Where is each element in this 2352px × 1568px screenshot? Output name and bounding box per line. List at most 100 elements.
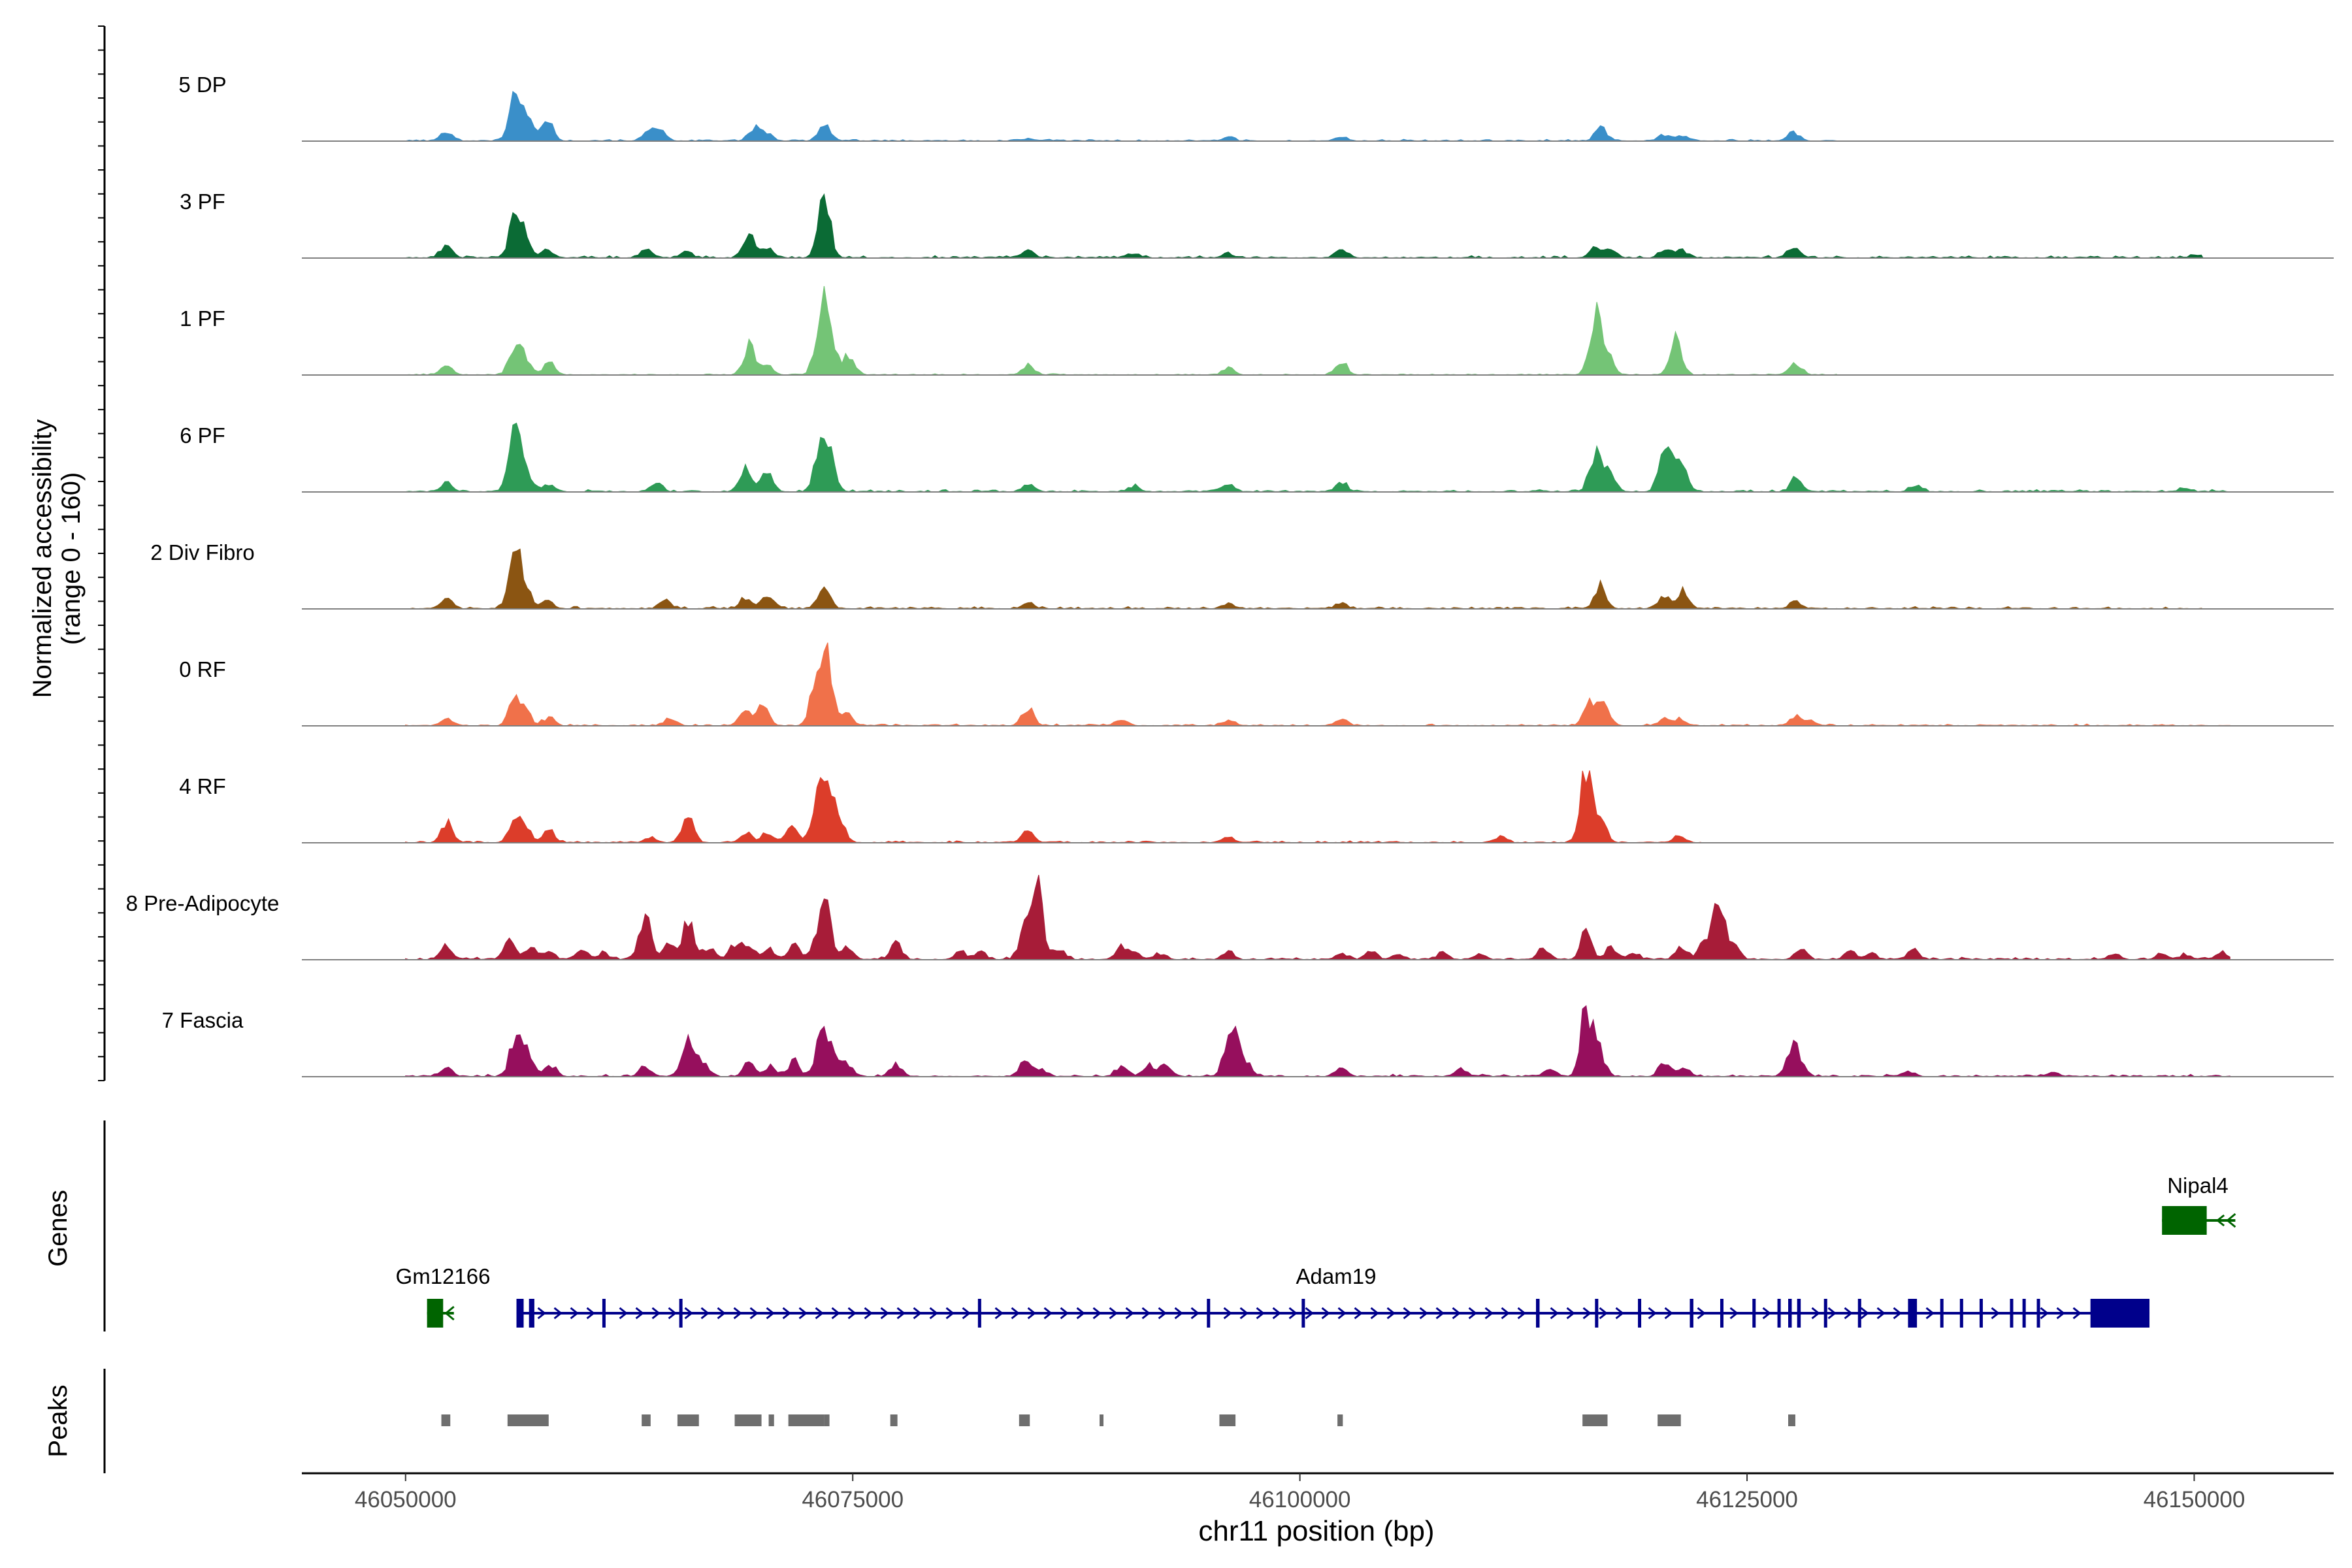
exon-block [1857, 1299, 1861, 1328]
strand-arrow [1762, 1307, 1771, 1320]
strand-arrow [1403, 1307, 1412, 1320]
strand-arrow [1109, 1307, 1118, 1320]
strand-arrow [749, 1307, 759, 1320]
strand-arrow [1860, 1307, 1869, 1320]
strand-arrow [1615, 1307, 1624, 1320]
peak-regions-track [441, 1414, 1795, 1426]
strand-arrow [766, 1307, 775, 1320]
strand-arrow [1354, 1307, 1363, 1320]
peak-region [1337, 1414, 1343, 1426]
exon-block [1595, 1299, 1599, 1328]
peak-region [507, 1414, 549, 1426]
strand-arrow [1435, 1307, 1445, 1320]
coverage-area [405, 91, 1837, 142]
strand-arrow [2215, 1214, 2225, 1227]
peak-region [824, 1414, 830, 1426]
x-axis-label: chr11 position (bp) [1198, 1515, 1434, 1547]
strand-arrow [444, 1305, 455, 1321]
exon-block [1823, 1299, 1827, 1328]
strand-arrow [1386, 1307, 1396, 1320]
exon-block [2022, 1299, 2026, 1328]
exon-block [1979, 1299, 1983, 1328]
x-tick-label: 46125000 [1696, 1487, 1798, 1512]
exon-block [1638, 1299, 1642, 1328]
peak-region [1100, 1414, 1104, 1426]
strand-arrow [1697, 1307, 1706, 1320]
coverage-track: 4 RF [179, 770, 2334, 843]
coverage-area [405, 875, 2230, 960]
strand-arrow [1158, 1307, 1167, 1320]
track-label: 7 Fascia [162, 1008, 244, 1032]
strand-arrow [1844, 1307, 1853, 1320]
strand-arrow [2040, 1307, 2049, 1320]
coverage-track: 2 Div Fibro [150, 540, 2334, 610]
gene-model: Nipal4 [2162, 1173, 2236, 1235]
strand-arrow [864, 1307, 873, 1320]
strand-arrow [1729, 1307, 1739, 1320]
strand-arrow [798, 1307, 808, 1320]
strand-arrow [1550, 1307, 1559, 1320]
exon-block [2090, 1299, 2150, 1328]
x-tick-label: 46100000 [1249, 1487, 1351, 1512]
coverage-track: 5 DP [178, 73, 2334, 142]
peaks-track-label: Peaks [44, 1384, 73, 1457]
strand-arrow [1876, 1307, 1886, 1320]
strand-arrow [1925, 1307, 1935, 1320]
coverage-track: 7 Fascia [162, 1005, 2334, 1077]
strand-arrow [815, 1307, 824, 1320]
strand-arrow [2226, 1213, 2236, 1228]
strand-arrow [1060, 1307, 1069, 1320]
coverage-area [405, 548, 2204, 610]
exon-block [977, 1299, 981, 1328]
strand-arrow [700, 1307, 710, 1320]
exon-block [1959, 1299, 1963, 1328]
peak-region [788, 1414, 825, 1426]
exon-block [1207, 1299, 1211, 1328]
y-axis-label-line1: Normalized accessibility [28, 419, 57, 698]
strand-arrow [1190, 1307, 1200, 1320]
exon-block [2036, 1299, 2040, 1328]
exon-block [1720, 1299, 1723, 1328]
strand-arrow [1468, 1307, 1477, 1320]
strand-arrow [1272, 1307, 1281, 1320]
strand-arrow [847, 1307, 857, 1320]
peak-region [441, 1414, 451, 1426]
strand-arrow [1337, 1307, 1347, 1320]
peak-region [677, 1414, 699, 1426]
coverage-area [405, 642, 2230, 727]
strand-arrow [619, 1307, 628, 1320]
strand-arrow [635, 1307, 644, 1320]
strand-arrow [782, 1307, 791, 1320]
strand-arrow [1239, 1307, 1249, 1320]
strand-arrow [684, 1307, 693, 1320]
strand-arrow [1305, 1307, 1314, 1320]
strand-arrow [1223, 1307, 1232, 1320]
exon-block [1690, 1299, 1693, 1328]
strand-arrow [1321, 1307, 1330, 1320]
strand-arrow [1011, 1307, 1020, 1320]
strand-arrow [651, 1307, 661, 1320]
strand-arrow [1125, 1307, 1134, 1320]
coverage-tracks: 5 DP 3 PF 1 PF 6 PF 2 Div Fibro 0 RF 4 RF 8 Pre… [126, 73, 2334, 1077]
coverage-area [405, 1005, 2230, 1077]
track-label: 3 PF [180, 189, 225, 214]
x-tick-label: 46075000 [802, 1487, 904, 1512]
peak-region [1658, 1414, 1681, 1426]
track-label: 5 DP [178, 73, 226, 97]
strand-arrow [896, 1307, 906, 1320]
strand-arrow [1484, 1307, 1494, 1320]
track-label: 0 RF [179, 657, 226, 681]
strand-arrow [553, 1307, 563, 1320]
strand-arrow [1991, 1307, 2000, 1320]
axes: 46050000 46075000 46100000 46125000 46150000 [98, 25, 2334, 1512]
coverage-area [405, 770, 1703, 843]
peak-region [1019, 1414, 1030, 1426]
exon-block [427, 1299, 444, 1328]
strand-arrow [1582, 1307, 1592, 1320]
exon-block [1788, 1299, 1792, 1328]
strand-arrow [1566, 1307, 1575, 1320]
exon-block [1777, 1299, 1781, 1328]
exon-block [529, 1299, 534, 1328]
strand-arrow [1664, 1307, 1673, 1320]
